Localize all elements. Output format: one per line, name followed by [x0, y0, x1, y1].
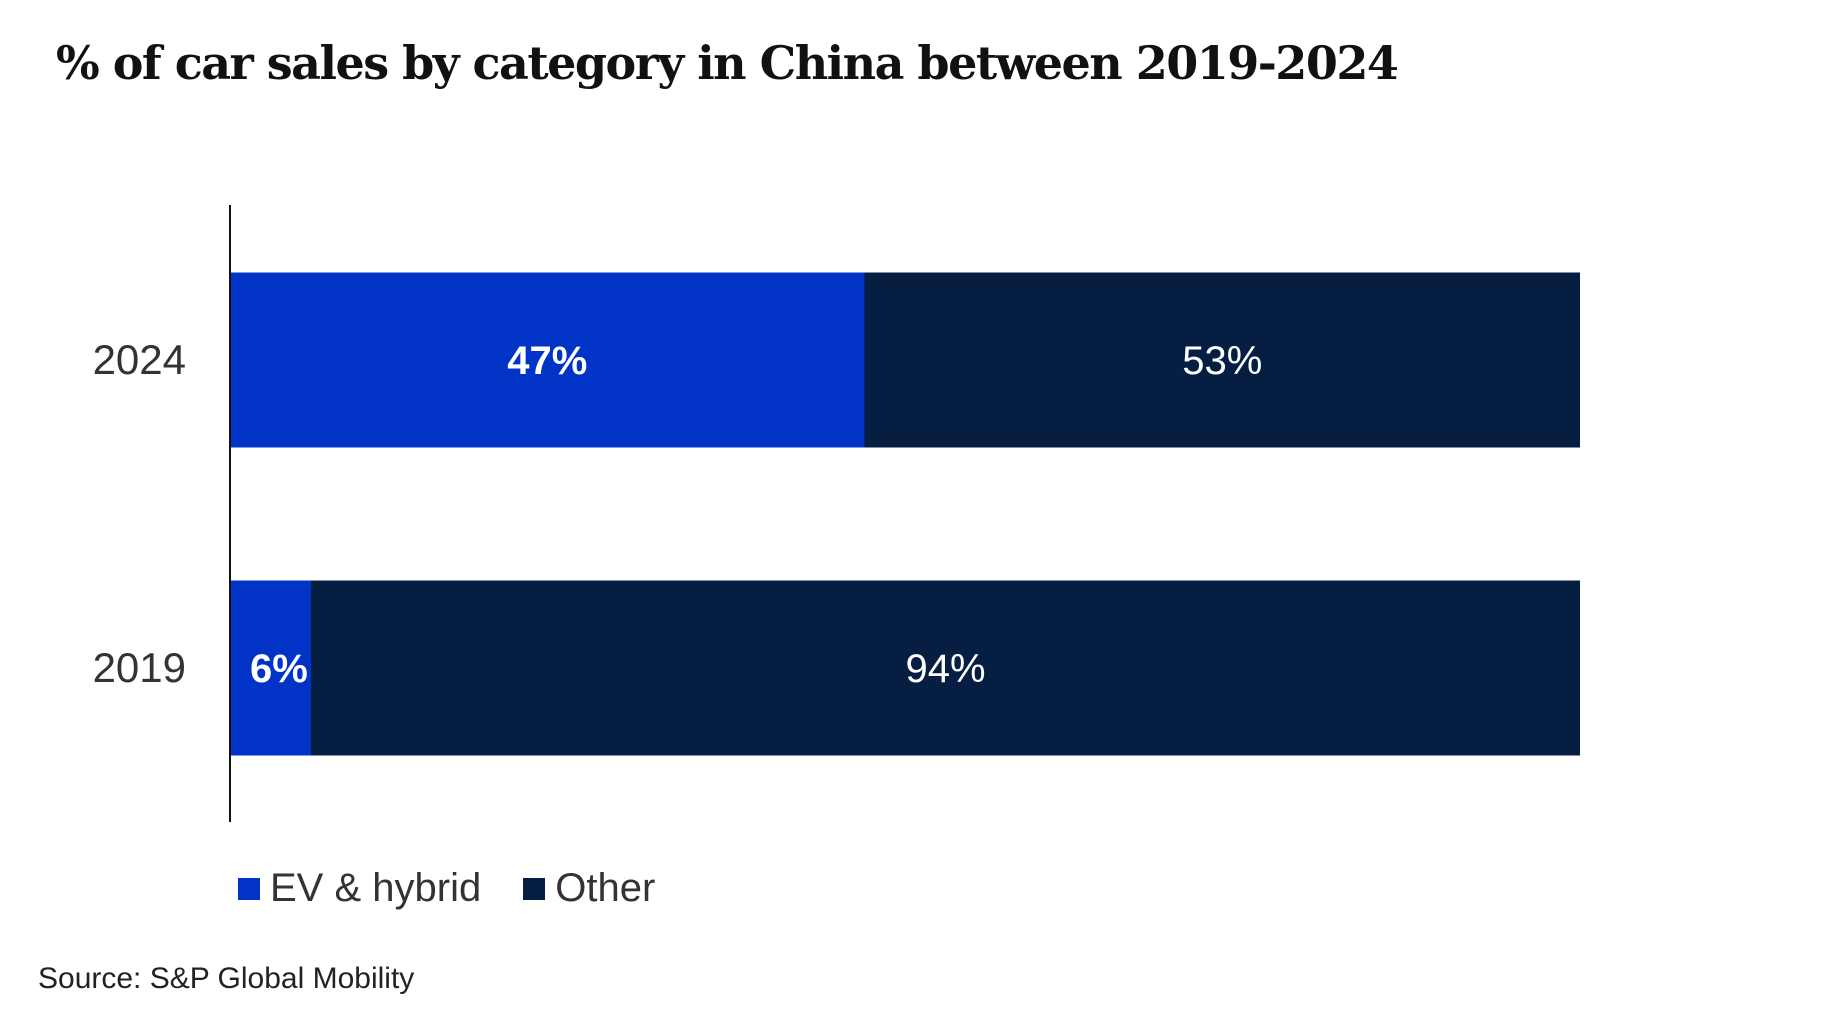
category-label-2024: 2024 — [93, 336, 186, 383]
legend-label-ev: EV & hybrid — [270, 866, 482, 910]
category-label-2019: 2019 — [93, 644, 186, 691]
bar-other-2024 — [864, 272, 1580, 448]
data-label-ev-hybrid-2024: 47% — [507, 339, 587, 383]
legend-label-other: Other — [555, 866, 656, 910]
data-label-other-2024: 53% — [1182, 339, 1262, 383]
bar-other-2019 — [311, 580, 1580, 756]
legend-swatch-other — [523, 877, 546, 900]
legend: EV & hybrid Other — [238, 866, 697, 911]
legend-item-other: Other — [523, 866, 655, 911]
bar-ev-hybrid-2024 — [230, 272, 865, 448]
legend-swatch-ev — [238, 877, 260, 900]
source-note: Source: S&P Global Mobility — [38, 962, 415, 995]
bar-ev-hybrid-2019 — [230, 580, 311, 756]
data-label-other-2019: 94% — [905, 647, 985, 691]
data-label-ev-hybrid-2019: 6% — [250, 647, 308, 691]
chart-title: % of car sales by category in China betw… — [56, 36, 1399, 90]
legend-item-ev: EV & hybrid — [238, 866, 481, 911]
